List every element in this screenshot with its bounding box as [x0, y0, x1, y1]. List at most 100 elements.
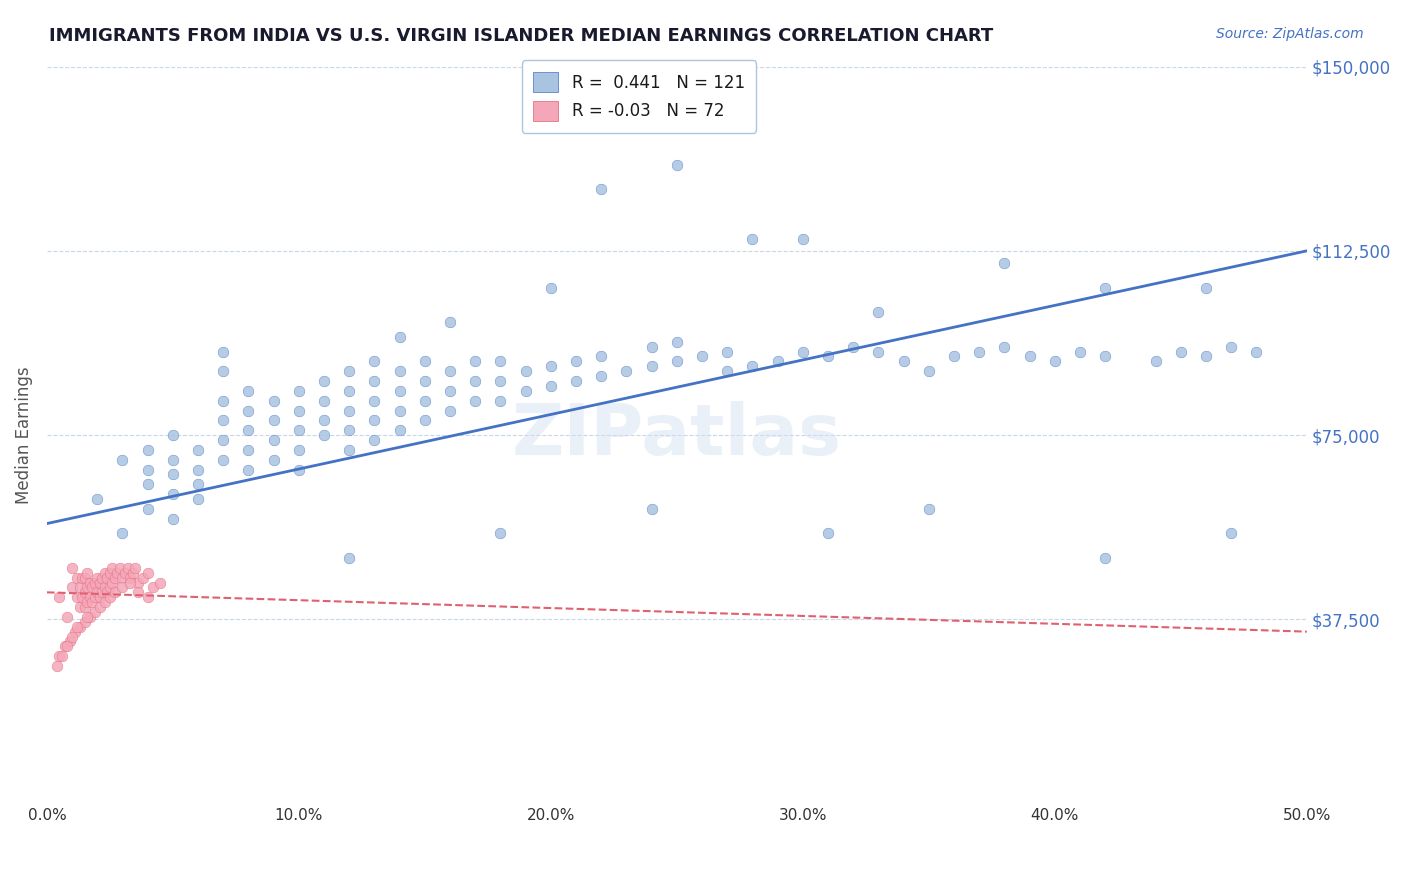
Point	[73, 615, 96, 629]
Point	[464, 393, 486, 408]
Point	[792, 231, 814, 245]
Point	[1094, 281, 1116, 295]
Point	[515, 364, 537, 378]
Point	[640, 340, 662, 354]
Point	[741, 231, 763, 245]
Point	[162, 511, 184, 525]
Point	[118, 571, 141, 585]
Point	[187, 462, 209, 476]
Point	[388, 423, 411, 437]
Point	[53, 640, 76, 654]
Point	[89, 600, 111, 615]
Point	[565, 374, 588, 388]
Point	[83, 605, 105, 619]
Point	[60, 581, 83, 595]
Point	[337, 403, 360, 417]
Point	[69, 620, 91, 634]
Point	[79, 610, 101, 624]
Point	[263, 433, 285, 447]
Point	[489, 354, 512, 368]
Point	[101, 575, 124, 590]
Point	[1094, 550, 1116, 565]
Point	[73, 600, 96, 615]
Point	[212, 364, 235, 378]
Point	[111, 571, 134, 585]
Point	[464, 374, 486, 388]
Point	[591, 182, 613, 196]
Point	[46, 659, 69, 673]
Point	[238, 384, 260, 398]
Point	[388, 384, 411, 398]
Text: -0.030: -0.030	[567, 115, 619, 133]
Point	[73, 585, 96, 599]
Point	[690, 350, 713, 364]
Point	[363, 374, 385, 388]
Point	[1043, 354, 1066, 368]
Point	[96, 585, 118, 599]
Point	[337, 442, 360, 457]
Point	[337, 423, 360, 437]
Point	[1195, 281, 1218, 295]
Point	[79, 591, 101, 605]
Point	[162, 452, 184, 467]
Point	[83, 591, 105, 605]
Point	[337, 384, 360, 398]
Point	[1220, 526, 1243, 541]
Point	[238, 442, 260, 457]
Point	[162, 487, 184, 501]
Point	[1144, 354, 1167, 368]
Point	[238, 423, 260, 437]
Point	[337, 550, 360, 565]
Point	[489, 526, 512, 541]
Point	[76, 595, 98, 609]
Point	[363, 433, 385, 447]
Point	[1018, 350, 1040, 364]
Point	[60, 630, 83, 644]
Point	[136, 501, 159, 516]
Point	[288, 384, 311, 398]
Point	[101, 561, 124, 575]
Point	[118, 575, 141, 590]
Point	[312, 428, 335, 442]
Point	[893, 354, 915, 368]
Point	[640, 359, 662, 374]
Legend: R =  0.441   N = 121, R = -0.03   N = 72: R = 0.441 N = 121, R = -0.03 N = 72	[522, 60, 756, 133]
Point	[312, 393, 335, 408]
Point	[66, 571, 89, 585]
Point	[212, 452, 235, 467]
Point	[943, 350, 966, 364]
Point	[312, 374, 335, 388]
Point	[108, 561, 131, 575]
Point	[665, 158, 688, 172]
Point	[665, 354, 688, 368]
Text: ZIPatlas: ZIPatlas	[512, 401, 842, 469]
Point	[136, 442, 159, 457]
Point	[540, 281, 562, 295]
Point	[993, 256, 1015, 270]
Point	[63, 624, 86, 639]
Point	[70, 591, 93, 605]
Point	[263, 413, 285, 427]
Point	[288, 442, 311, 457]
Point	[263, 393, 285, 408]
Point	[104, 585, 127, 599]
Point	[56, 610, 79, 624]
Point	[111, 581, 134, 595]
Point	[1069, 344, 1091, 359]
Point	[76, 610, 98, 624]
Point	[918, 364, 941, 378]
Point	[56, 640, 79, 654]
Point	[136, 566, 159, 580]
Point	[111, 526, 134, 541]
Point	[1220, 340, 1243, 354]
Point	[98, 591, 121, 605]
Point	[640, 501, 662, 516]
Point	[76, 581, 98, 595]
Point	[413, 413, 436, 427]
Text: IMMIGRANTS FROM INDIA VS U.S. VIRGIN ISLANDER MEDIAN EARNINGS CORRELATION CHART: IMMIGRANTS FROM INDIA VS U.S. VIRGIN ISL…	[49, 27, 994, 45]
Point	[187, 442, 209, 457]
Point	[96, 571, 118, 585]
Point	[288, 462, 311, 476]
Point	[918, 501, 941, 516]
Point	[363, 393, 385, 408]
